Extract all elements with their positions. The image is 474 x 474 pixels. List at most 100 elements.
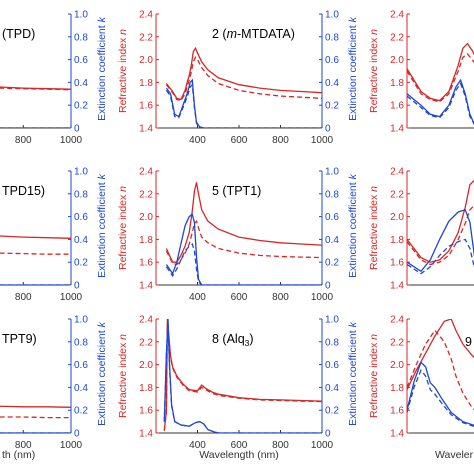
p3-n-tick-label-1: 1.6 — [390, 101, 404, 112]
p7-panel-label: TPT9) — [2, 332, 37, 346]
p3-series-k-dashed — [407, 82, 474, 126]
p5-n-tick-label-5: 2.4 — [139, 167, 153, 178]
p1-k-tick-label-0: 0 — [74, 124, 80, 135]
p3-n-axis-label: Refractive index n — [368, 29, 380, 113]
p9-n-tick-label-0: 1.4 — [390, 429, 404, 440]
p6-n-tick-label-0: 1.4 — [390, 281, 404, 292]
x-axis-label-center: Wavelength (nm) — [199, 449, 279, 461]
p9-series-k-dashed — [407, 369, 474, 428]
p8-k-tick-label-2: 0.4 — [325, 383, 339, 394]
p6-n-tick-label-2: 1.8 — [390, 235, 404, 246]
p5-k-axis-label: Extinction coefficient k — [347, 173, 359, 277]
p4-k-tick-label-2: 0.4 — [74, 235, 88, 246]
p5-k-tick-label-2: 0.4 — [325, 235, 339, 246]
p2-k-tick-label-2: 0.4 — [325, 78, 339, 89]
p6-series-k-solid — [407, 208, 474, 273]
p8-n-tick-label-0: 1.4 — [139, 429, 153, 440]
p1-k-tick-label-2: 0.4 — [74, 78, 88, 89]
p5-panel-label: 5 (TPT1) — [212, 184, 261, 198]
p7-k-tick-label-0: 0 — [74, 429, 80, 440]
p1-series-n-solid — [0, 86, 71, 90]
p8-k-tick-label-4: 0.8 — [325, 337, 339, 348]
p1-k-tick-label-5: 1.0 — [74, 10, 88, 21]
p5-n-tick-label-3: 2.0 — [139, 212, 153, 223]
p3-n-tick-label-3: 2.0 — [390, 55, 404, 66]
p2-n-axis-label: Refractive index n — [117, 29, 129, 113]
p4-panel-label: TPD15) — [2, 184, 45, 198]
p6-series-k-dashed — [407, 238, 474, 275]
p8-x-tick-label-3: 1000 — [311, 440, 334, 451]
p1-k-tick-label-1: 0.2 — [74, 101, 88, 112]
p7-k-tick-label-4: 0.8 — [74, 337, 88, 348]
p6-series-n-solid — [407, 179, 474, 263]
p9-n-tick-label-4: 2.2 — [390, 337, 404, 348]
p6-n-tick-label-4: 2.2 — [390, 189, 404, 200]
p7-series-n-solid — [0, 405, 71, 408]
p7-k-tick-label-2: 0.4 — [74, 383, 88, 394]
p1-series-k-dashed — [0, 127, 71, 128]
p2-x-tick-label-0: 400 — [189, 135, 206, 146]
p2-k-tick-label-3: 0.6 — [325, 55, 339, 66]
p3-n-tick-label-2: 1.8 — [390, 78, 404, 89]
p7-x-tick-label-1: 1000 — [60, 440, 83, 451]
p2-n-tick-label-0: 1.4 — [139, 124, 153, 135]
p4-series-k-dashed — [0, 284, 71, 285]
p5-k-tick-label-3: 0.6 — [325, 212, 339, 223]
p7-series-k-dashed — [0, 432, 71, 433]
p5-n-tick-label-4: 2.2 — [139, 189, 153, 200]
p4-k-tick-label-5: 1.0 — [74, 167, 88, 178]
p1-k-tick-label-4: 0.8 — [74, 32, 88, 43]
p2-series-k-dashed — [165, 83, 322, 128]
p4-series-n-dashed — [0, 252, 71, 255]
p3-n-tick-label-4: 2.2 — [390, 32, 404, 43]
p5-n-tick-label-1: 1.6 — [139, 258, 153, 269]
p2-k-tick-label-0: 0 — [325, 124, 331, 135]
p8-k-tick-label-1: 0.2 — [325, 406, 339, 417]
p7-k-tick-label-5: 1.0 — [74, 315, 88, 326]
p4-x-tick-label-0: 800 — [15, 292, 32, 303]
p2-n-tick-label-5: 2.4 — [139, 10, 153, 21]
p5-n-tick-label-0: 1.4 — [139, 281, 153, 292]
p8-x-tick-label-2: 800 — [272, 440, 289, 451]
p9-n-axis-label: Refractive index n — [368, 334, 380, 418]
p5-k-tick-label-4: 0.8 — [325, 189, 339, 200]
p7-k-tick-label-1: 0.2 — [74, 406, 88, 417]
p2-n-tick-label-1: 1.6 — [139, 101, 153, 112]
p7-k-tick-label-3: 0.6 — [74, 360, 88, 371]
p8-n-tick-label-2: 1.8 — [139, 383, 153, 394]
p9-n-tick-label-3: 2.0 — [390, 360, 404, 371]
p7-x-tick-label-0: 800 — [15, 440, 32, 451]
p8-k-tick-label-5: 1.0 — [325, 315, 339, 326]
p2-x-tick-label-2: 800 — [272, 135, 289, 146]
p5-series-k-dashed — [165, 242, 322, 285]
p4-k-tick-label-1: 0.2 — [74, 258, 88, 269]
p5-series-n-solid — [165, 182, 322, 263]
p4-x-tick-label-1: 1000 — [60, 292, 83, 303]
p8-k-axis-label: Extinction coefficient k — [347, 321, 359, 425]
p8-n-tick-label-3: 2.0 — [139, 360, 153, 371]
p8-series-n-dashed — [163, 323, 322, 431]
p7-k-axis-label: Extinction coefficient k — [96, 321, 108, 425]
p8-series-k-dashed — [163, 321, 322, 433]
p3-series-n-dashed — [407, 53, 474, 103]
p6-n-tick-label-5: 2.4 — [390, 167, 404, 178]
p6-n-axis-label: Refractive index n — [368, 186, 380, 270]
p8-n-axis-label: Refractive index n — [117, 334, 129, 418]
p8-panel-label: 8 (Alq3) — [212, 332, 254, 348]
p8-x-tick-label-0: 400 — [189, 440, 206, 451]
p1-x-tick-label-0: 800 — [15, 135, 32, 146]
p5-n-tick-label-2: 1.8 — [139, 235, 153, 246]
p9-series-n-dashed — [407, 329, 474, 411]
p1-x-tick-label-1: 1000 — [60, 135, 83, 146]
p9-series-k-solid — [407, 361, 474, 426]
p9-panel-label: 9 — [465, 335, 472, 349]
p5-x-tick-label-0: 400 — [189, 292, 206, 303]
p5-x-tick-label-3: 1000 — [311, 292, 334, 303]
p1-panel-label: (TPD) — [2, 27, 35, 41]
p4-series-n-solid — [0, 235, 71, 239]
p8-k-tick-label-0: 0 — [325, 429, 331, 440]
p4-k-axis-label: Extinction coefficient k — [96, 173, 108, 277]
p9-n-tick-label-1: 1.6 — [390, 406, 404, 417]
p7-series-n-dashed — [0, 416, 71, 419]
